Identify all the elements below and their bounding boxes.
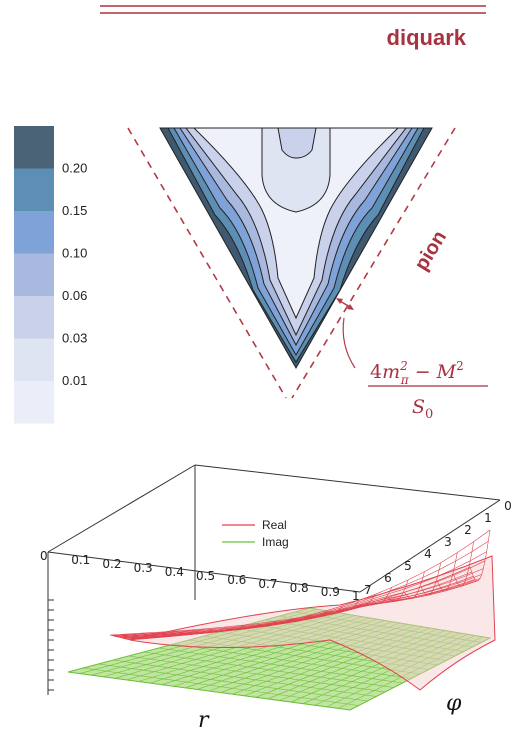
colorbar-level-label: 0.10: [62, 246, 87, 261]
colorbar: 0.20 0.15 0.10 0.06 0.03 0.01: [14, 126, 87, 424]
legend: Real Imag: [222, 518, 289, 549]
r-tick-label: 1: [352, 589, 360, 603]
phi-tick-label: 4: [424, 547, 432, 561]
right-dashed-boundary: [291, 127, 456, 399]
legend-real-label: Real: [262, 518, 287, 532]
r-tick-label: 0.4: [165, 565, 184, 579]
colorbar-level-label: 0.20: [62, 161, 87, 176]
colorbar-level-label: 0.15: [62, 203, 87, 218]
colorbar-swatch: [14, 253, 54, 296]
phi-tick-label: 2: [464, 523, 472, 537]
colorbar-swatch: [14, 296, 54, 339]
imag-surface: [67, 607, 492, 711]
r-tick-label: 0.5: [196, 569, 215, 583]
surface-plot-box: [47, 464, 501, 695]
header-title: diquark: [387, 25, 467, 50]
inner-lobe-core: [277, 127, 317, 159]
r-tick-label: 0.6: [227, 573, 246, 587]
phi-tick-label: 1: [484, 511, 492, 525]
r-tick-label: 0.3: [134, 561, 153, 575]
colorbar-swatch: [14, 126, 54, 169]
header-rule: [100, 5, 486, 14]
r-tick-label: 0.1: [71, 553, 90, 567]
pion-label: pion: [410, 227, 451, 275]
inner-lobe-outer: [261, 127, 331, 213]
z-axis-ticks: [48, 599, 54, 691]
colorbar-swatch: [14, 381, 54, 424]
formula-denominator: S0: [412, 396, 433, 422]
triangle-contour-plot: pion 4m2 π − M2 S0: [127, 127, 488, 422]
contour-band-6: [192, 127, 400, 320]
gap-formula: 4m2 π − M2 S0: [368, 359, 488, 422]
phi-tick-label: 3: [444, 535, 452, 549]
y-axis-label: φ: [446, 691, 462, 716]
gap-arrow: [336, 298, 356, 369]
r-tick-label: 0.9: [321, 585, 340, 599]
phi-tick-label: 5: [404, 559, 412, 573]
r-tick-label: 0.8: [290, 581, 309, 595]
colorbar-swatch: [14, 338, 54, 381]
colorbar-level-label: 0.06: [62, 288, 87, 303]
x-axis-label: r: [198, 708, 210, 733]
legend-imag-label: Imag: [262, 535, 289, 549]
colorbar-swatch: [14, 168, 54, 211]
r-tick-label: 0.7: [258, 577, 277, 591]
phi-tick-label: 7: [364, 583, 372, 597]
colorbar-swatch: [14, 211, 54, 254]
left-dashed-boundary: [127, 127, 287, 399]
r-tick-label: 0.2: [102, 557, 121, 571]
phi-tick-label: 0: [504, 499, 512, 513]
colorbar-level-label: 0.01: [62, 373, 87, 388]
real-surface: [109, 529, 496, 691]
r-axis-ticks: 0 0.1 0.2 0.3 0.4 0.5 0.6 0.7 0.8 0.9 1: [40, 549, 360, 603]
colorbar-level-label: 0.03: [62, 331, 87, 346]
r-tick-label: 0: [40, 549, 48, 563]
formula-numerator: 4m2 π − M2: [370, 359, 464, 387]
phi-tick-label: 6: [384, 571, 392, 585]
